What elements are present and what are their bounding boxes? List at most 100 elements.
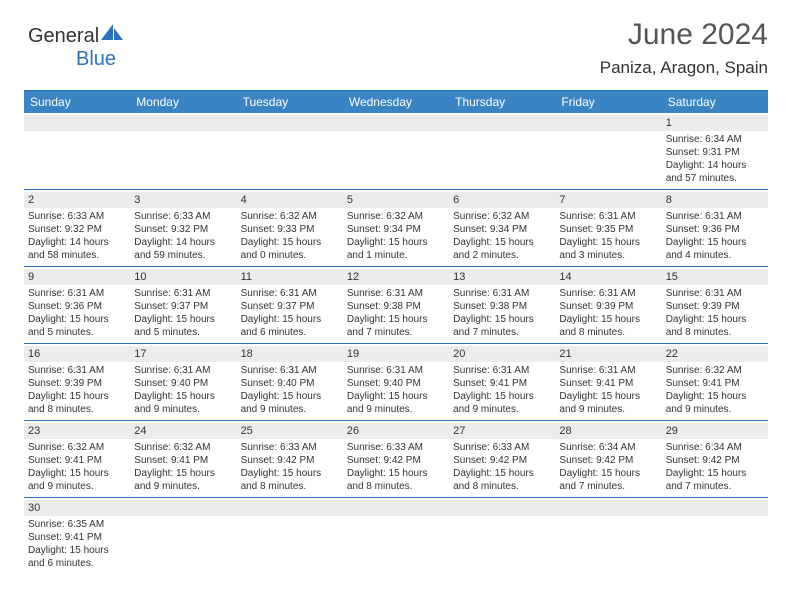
calendar-day-empty [24, 113, 130, 189]
page-title: June 2024 [600, 18, 768, 52]
daylight-line: Daylight: 15 hours and 8 minutes. [347, 467, 445, 493]
daylight-line: Daylight: 15 hours and 0 minutes. [241, 236, 339, 262]
daylight-line: Daylight: 15 hours and 5 minutes. [28, 313, 126, 339]
sunrise-line: Sunrise: 6:34 AM [559, 441, 657, 454]
sunrise-line: Sunrise: 6:31 AM [559, 210, 657, 223]
calendar-day: 19Sunrise: 6:31 AMSunset: 9:40 PMDayligh… [343, 344, 449, 420]
calendar-week: 2Sunrise: 6:33 AMSunset: 9:32 PMDaylight… [24, 190, 768, 267]
weekday-header: Monday [130, 91, 236, 113]
calendar-week: 30Sunrise: 6:35 AMSunset: 9:41 PMDayligh… [24, 498, 768, 574]
day-number [130, 115, 236, 131]
daylight-line: Daylight: 15 hours and 9 minutes. [559, 390, 657, 416]
calendar-day: 10Sunrise: 6:31 AMSunset: 9:37 PMDayligh… [130, 267, 236, 343]
weekday-header: Saturday [662, 91, 768, 113]
day-number [449, 115, 555, 131]
calendar-day: 12Sunrise: 6:31 AMSunset: 9:38 PMDayligh… [343, 267, 449, 343]
header: GeneralBlue June 2024 Paniza, Aragon, Sp… [0, 0, 792, 86]
calendar-week: 16Sunrise: 6:31 AMSunset: 9:39 PMDayligh… [24, 344, 768, 421]
day-number [555, 115, 661, 131]
sunset-line: Sunset: 9:34 PM [347, 223, 445, 236]
day-number: 2 [24, 192, 130, 208]
sunset-line: Sunset: 9:31 PM [666, 146, 764, 159]
sunset-line: Sunset: 9:32 PM [28, 223, 126, 236]
sunset-line: Sunset: 9:39 PM [559, 300, 657, 313]
calendar-week: 9Sunrise: 6:31 AMSunset: 9:36 PMDaylight… [24, 267, 768, 344]
day-number: 13 [449, 269, 555, 285]
calendar-day: 29Sunrise: 6:34 AMSunset: 9:42 PMDayligh… [662, 421, 768, 497]
sunset-line: Sunset: 9:42 PM [453, 454, 551, 467]
day-number [237, 115, 343, 131]
daylight-line: Daylight: 14 hours and 58 minutes. [28, 236, 126, 262]
sunset-line: Sunset: 9:40 PM [134, 377, 232, 390]
calendar-day: 25Sunrise: 6:33 AMSunset: 9:42 PMDayligh… [237, 421, 343, 497]
sunrise-line: Sunrise: 6:32 AM [28, 441, 126, 454]
sunset-line: Sunset: 9:34 PM [453, 223, 551, 236]
daylight-line: Daylight: 15 hours and 6 minutes. [241, 313, 339, 339]
weekday-header: Sunday [24, 91, 130, 113]
calendar-day: 17Sunrise: 6:31 AMSunset: 9:40 PMDayligh… [130, 344, 236, 420]
calendar-day-empty [449, 113, 555, 189]
calendar-day: 21Sunrise: 6:31 AMSunset: 9:41 PMDayligh… [555, 344, 661, 420]
calendar-day: 13Sunrise: 6:31 AMSunset: 9:38 PMDayligh… [449, 267, 555, 343]
daylight-line: Daylight: 15 hours and 9 minutes. [28, 467, 126, 493]
sunrise-line: Sunrise: 6:32 AM [453, 210, 551, 223]
calendar-day: 4Sunrise: 6:32 AMSunset: 9:33 PMDaylight… [237, 190, 343, 266]
sunrise-line: Sunrise: 6:31 AM [28, 287, 126, 300]
daylight-line: Daylight: 15 hours and 8 minutes. [666, 313, 764, 339]
calendar-day: 5Sunrise: 6:32 AMSunset: 9:34 PMDaylight… [343, 190, 449, 266]
sunset-line: Sunset: 9:37 PM [134, 300, 232, 313]
daylight-line: Daylight: 15 hours and 9 minutes. [347, 390, 445, 416]
weekday-header: Friday [555, 91, 661, 113]
sunrise-line: Sunrise: 6:31 AM [134, 364, 232, 377]
sunrise-line: Sunrise: 6:31 AM [559, 364, 657, 377]
daylight-line: Daylight: 15 hours and 7 minutes. [559, 467, 657, 493]
sunset-line: Sunset: 9:39 PM [28, 377, 126, 390]
sunset-line: Sunset: 9:41 PM [28, 531, 126, 544]
calendar-day-empty [237, 498, 343, 574]
day-number: 15 [662, 269, 768, 285]
calendar-day-empty [449, 498, 555, 574]
day-number: 3 [130, 192, 236, 208]
daylight-line: Daylight: 15 hours and 9 minutes. [666, 390, 764, 416]
day-number: 23 [24, 423, 130, 439]
day-number: 12 [343, 269, 449, 285]
sunrise-line: Sunrise: 6:33 AM [241, 441, 339, 454]
logo-part1: General [28, 25, 99, 47]
sunrise-line: Sunrise: 6:32 AM [666, 364, 764, 377]
daylight-line: Daylight: 15 hours and 8 minutes. [453, 467, 551, 493]
daylight-line: Daylight: 15 hours and 9 minutes. [453, 390, 551, 416]
daylight-line: Daylight: 15 hours and 2 minutes. [453, 236, 551, 262]
sunset-line: Sunset: 9:42 PM [241, 454, 339, 467]
logo-part2: Blue [76, 48, 116, 70]
sunrise-line: Sunrise: 6:31 AM [347, 287, 445, 300]
day-number: 7 [555, 192, 661, 208]
day-number: 17 [130, 346, 236, 362]
calendar-day: 6Sunrise: 6:32 AMSunset: 9:34 PMDaylight… [449, 190, 555, 266]
calendar-week: 23Sunrise: 6:32 AMSunset: 9:41 PMDayligh… [24, 421, 768, 498]
sunrise-line: Sunrise: 6:31 AM [453, 287, 551, 300]
day-number [343, 500, 449, 516]
calendar-day: 30Sunrise: 6:35 AMSunset: 9:41 PMDayligh… [24, 498, 130, 574]
day-number [343, 115, 449, 131]
sunrise-line: Sunrise: 6:31 AM [28, 364, 126, 377]
sunset-line: Sunset: 9:38 PM [453, 300, 551, 313]
daylight-line: Daylight: 15 hours and 6 minutes. [28, 544, 126, 570]
sunset-line: Sunset: 9:41 PM [666, 377, 764, 390]
sunset-line: Sunset: 9:40 PM [241, 377, 339, 390]
day-number: 1 [662, 115, 768, 131]
sunrise-line: Sunrise: 6:31 AM [347, 364, 445, 377]
calendar-day-empty [555, 498, 661, 574]
sunrise-line: Sunrise: 6:31 AM [666, 210, 764, 223]
daylight-line: Daylight: 15 hours and 9 minutes. [134, 467, 232, 493]
day-number: 22 [662, 346, 768, 362]
weekday-header-row: Sunday Monday Tuesday Wednesday Thursday… [24, 91, 768, 113]
calendar-day: 16Sunrise: 6:31 AMSunset: 9:39 PMDayligh… [24, 344, 130, 420]
day-number [555, 500, 661, 516]
sunrise-line: Sunrise: 6:35 AM [28, 518, 126, 531]
sunset-line: Sunset: 9:36 PM [666, 223, 764, 236]
calendar-day-empty [555, 113, 661, 189]
day-number: 9 [24, 269, 130, 285]
weekday-header: Wednesday [343, 91, 449, 113]
day-number: 24 [130, 423, 236, 439]
sunset-line: Sunset: 9:38 PM [347, 300, 445, 313]
